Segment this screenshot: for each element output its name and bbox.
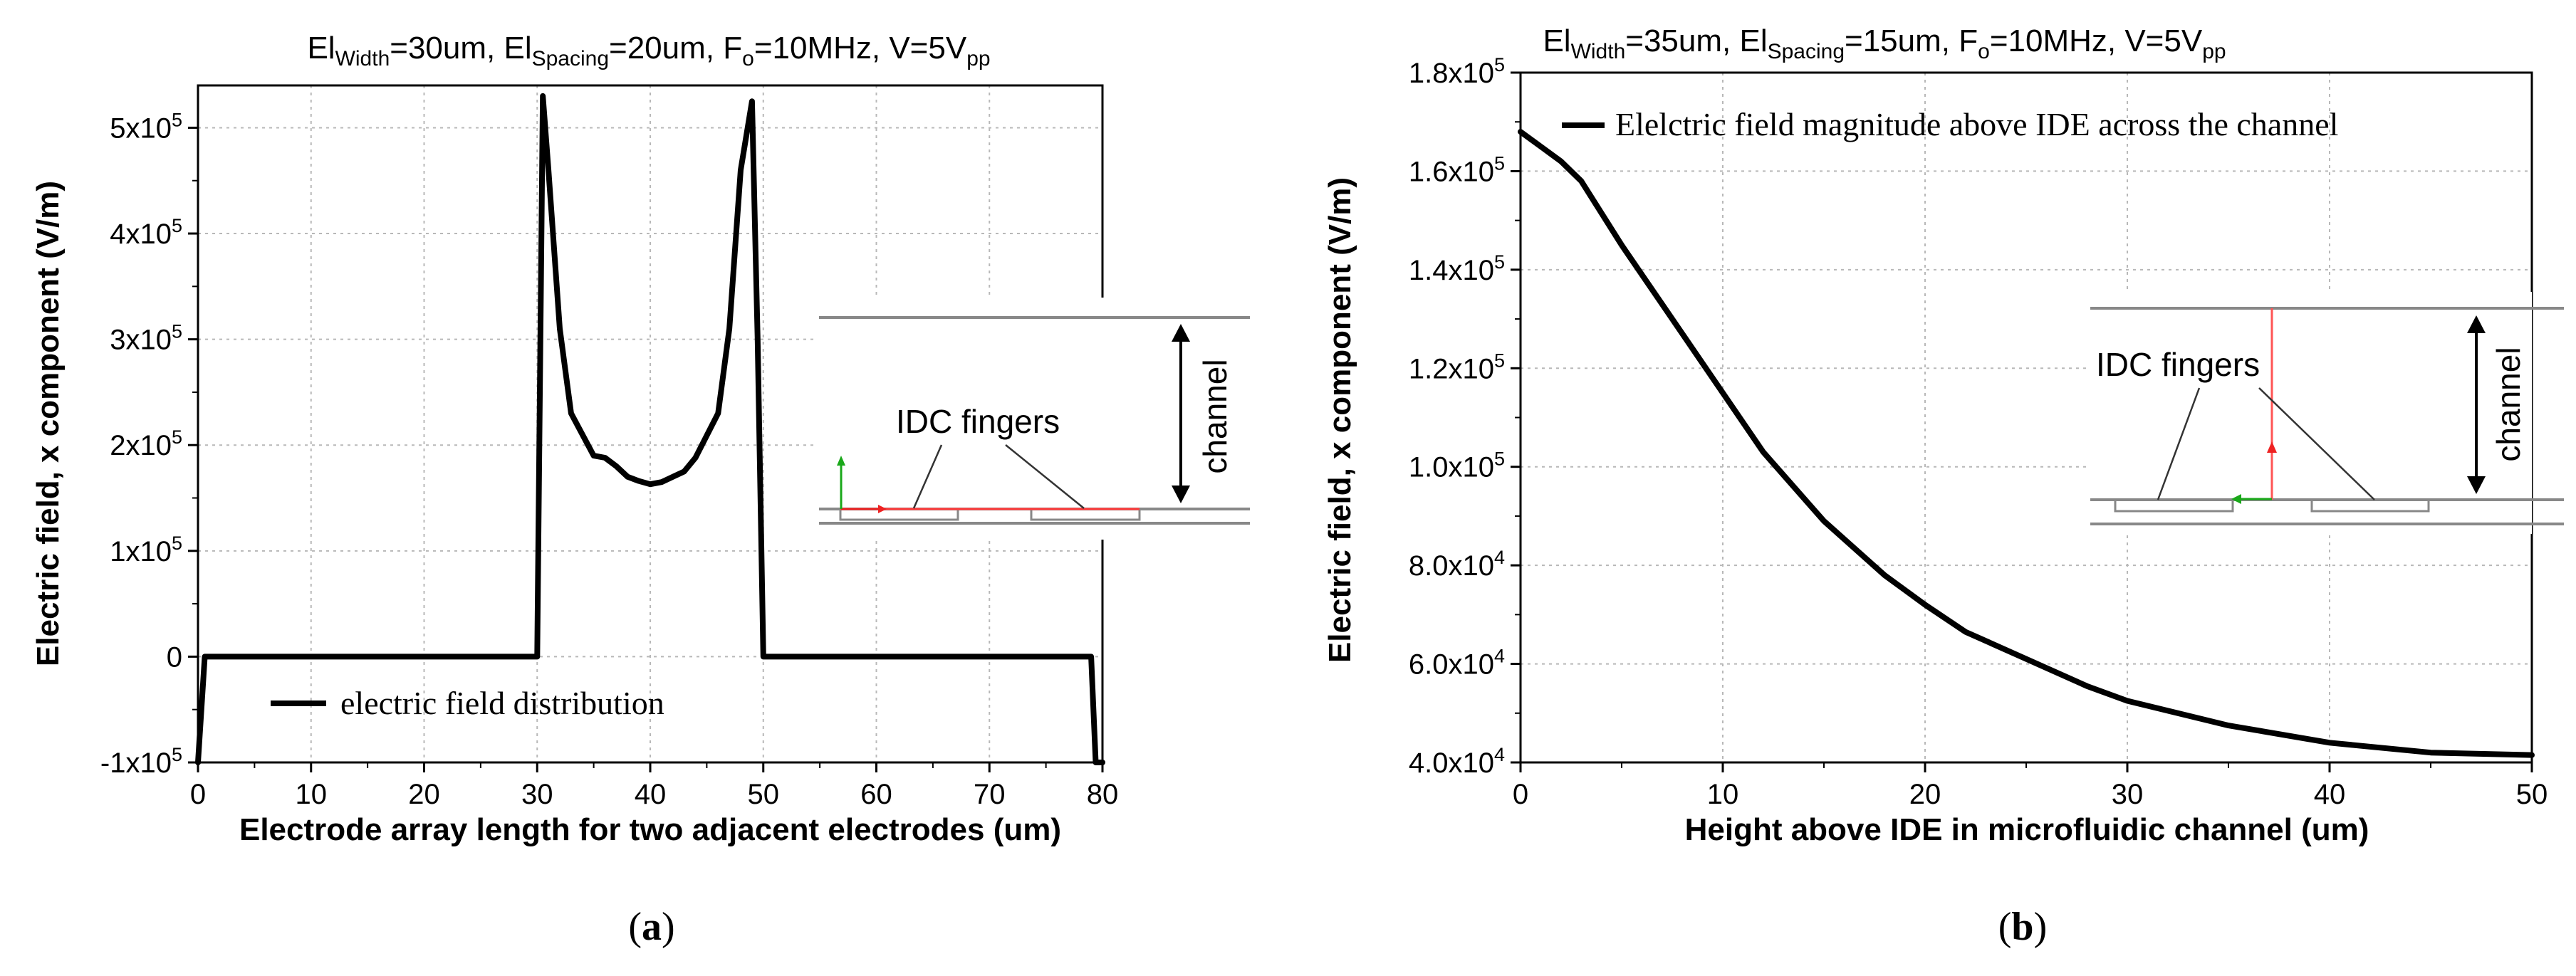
panel-a: ElWidth=30um, ElSpacing=20um, Fo=10MHz, … (31, 31, 1250, 949)
inset-b-finger-1 (2114, 501, 2234, 513)
x-tick-label: 40 (2314, 779, 2346, 810)
x-tick-label: 10 (296, 779, 328, 810)
inset-a-leader-1 (912, 444, 943, 509)
inset-diagram-b: IDC fingers channel (2090, 292, 2564, 534)
y-tick-label: 1.2x105 (1409, 350, 1505, 384)
x-tick-label: 30 (521, 779, 553, 810)
inset-b-finger-2 (2310, 501, 2430, 513)
series-a (195, 93, 1105, 765)
x-tick-label: 30 (2112, 779, 2144, 810)
inset-a-label: IDC fingers (896, 403, 1060, 440)
x-tick-label: 60 (860, 779, 892, 810)
x-axis-label-a: Electrode array length for two adjacent … (239, 812, 1061, 847)
x-tick-label: 40 (635, 779, 667, 810)
inset-b-arrowhead-bottom (2467, 476, 2486, 494)
ticks-b: 0 10 20 30 40 50 4.0x104 6.0x104 8.0x104 1.0x105 1… (1409, 54, 2548, 810)
y-tick-label: 1.4x105 (1409, 251, 1505, 286)
y-axis-label-a: Electric field, x component (V/m) (31, 181, 66, 666)
inset-a-arrowhead-bottom (1172, 486, 1190, 503)
x-tick-label: 0 (1513, 779, 1528, 810)
grid-b (1521, 73, 2532, 762)
series-line (195, 93, 1105, 765)
inset-a-arrowhead-top (1172, 324, 1190, 342)
x-tick-label: 20 (1909, 779, 1941, 810)
y-tick-label: 1.6x105 (1409, 152, 1505, 187)
panel-b: ElWidth=35um, ElSpacing=15um, Fo=10MHz, … (1323, 23, 2564, 949)
y-tick-label: 1.8x105 (1409, 54, 1505, 89)
y-tick-label: -1x105 (100, 744, 182, 779)
x-tick-label: 0 (190, 779, 206, 810)
inset-b-x-arrowhead (2231, 494, 2241, 504)
inset-a-channel-label: channel (1196, 359, 1234, 473)
inset-a-x-arrowhead (878, 505, 887, 513)
y-tick-label: 1x105 (110, 532, 182, 567)
caption-a: (a) (628, 905, 674, 949)
inset-b-y-arrowhead (2267, 441, 2277, 453)
y-tick-label: 5x105 (110, 109, 182, 144)
x-tick-label: 80 (1087, 779, 1119, 810)
legend-b-label: Elelctric field magnitude above IDE acro… (1615, 106, 2338, 142)
x-tick-label: 50 (2516, 779, 2548, 810)
inset-b-leader-1 (2157, 387, 2201, 500)
caption-b: (b) (1998, 905, 2047, 949)
y-tick-label: 0 (167, 641, 182, 673)
y-tick-label: 4x105 (110, 215, 182, 250)
inset-a-finger-2 (1030, 510, 1141, 521)
x-axis-label-b: Height above IDE in microfluidic channel… (1685, 812, 2369, 847)
y-tick-label: 3x105 (110, 321, 182, 356)
y-tick-label: 1.0x105 (1409, 448, 1505, 483)
inset-a-y-arrowhead (837, 456, 845, 466)
y-axis-label-b: Electric field, x component (V/m) (1323, 177, 1357, 663)
y-tick-label: 2x105 (110, 426, 182, 461)
chart-a-title: ElWidth=30um, ElSpacing=20um, Fo=10MHz, … (307, 31, 990, 70)
y-tick-label: 4.0x104 (1409, 744, 1505, 779)
y-tick-label: 6.0x104 (1409, 646, 1505, 681)
inset-b-channel-label: channel (2490, 347, 2527, 461)
x-tick-label: 10 (1707, 779, 1739, 810)
inset-b-background (2090, 292, 2532, 534)
x-tick-label: 70 (974, 779, 1006, 810)
ticks-a: 0 10 20 30 40 50 60 70 80 -1x105 0 1x105 2x105 3x105 4… (100, 109, 1118, 810)
y-tick-label: 8.0x104 (1409, 547, 1505, 582)
inset-b-leader-2 (2258, 387, 2375, 500)
series-line (1518, 129, 2535, 758)
legend-a-label: electric field distribution (340, 685, 664, 721)
chart-b-title: ElWidth=35um, ElSpacing=15um, Fo=10MHz, … (1543, 23, 2226, 63)
x-tick-label: 20 (408, 779, 440, 810)
inset-a-finger-1 (839, 510, 959, 521)
inset-diagram-a: IDC fingers channel (818, 298, 1250, 540)
inset-b-label: IDC fingers (2096, 346, 2260, 383)
inset-b-arrowhead-top (2467, 315, 2486, 333)
x-tick-label: 50 (748, 779, 780, 810)
inset-a-leader-2 (1005, 444, 1085, 509)
series-b (1518, 129, 2535, 758)
